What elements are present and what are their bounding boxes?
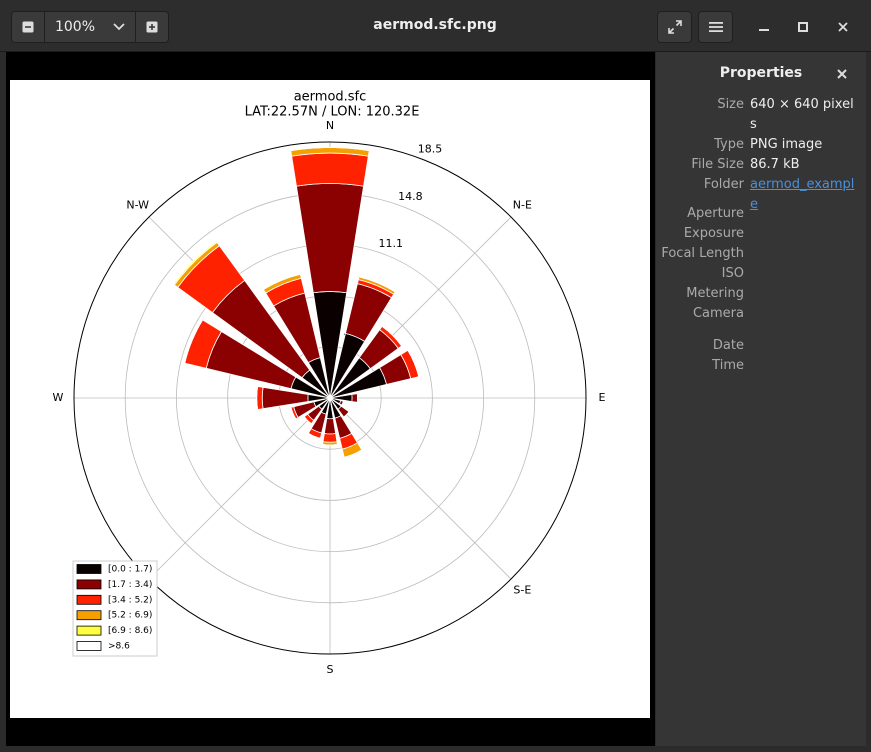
property-label: Size xyxy=(656,95,750,135)
property-label: Metering xyxy=(656,284,750,304)
wedge xyxy=(324,419,335,434)
minimize-button[interactable] xyxy=(751,14,777,40)
r-tick-label: 11.1 xyxy=(379,237,404,250)
header-bar: 100% aermod.sfc.png xyxy=(0,0,871,52)
chart-subtitle: LAT:22.57N / LON: 120.32E xyxy=(245,105,420,120)
zoom-out-button[interactable] xyxy=(11,11,45,43)
property-value-cell: 86.7 kB xyxy=(750,155,860,175)
property-row: Camera xyxy=(656,304,866,324)
legend-label: [3.4 : 5.2) xyxy=(108,595,152,605)
legend-label: [1.7 : 3.4) xyxy=(108,580,152,590)
close-icon xyxy=(838,22,848,32)
windrose-chart: aermod.sfc LAT:22.57N / LON: 120.32E 3.7… xyxy=(10,80,650,718)
legend-swatch xyxy=(77,595,101,604)
property-row: Metering xyxy=(656,284,866,304)
wedge xyxy=(292,153,369,186)
legend-swatch xyxy=(77,565,101,574)
panel-close-icon[interactable] xyxy=(837,69,847,79)
property-row: ISO xyxy=(656,264,866,284)
property-value: 640 × 640 pixels xyxy=(750,97,854,132)
direction-label: N-W xyxy=(126,199,149,212)
direction-label: S-E xyxy=(513,583,531,596)
legend-label: >8.6 xyxy=(108,642,130,652)
close-button[interactable] xyxy=(830,14,856,40)
chevron-icon xyxy=(113,23,125,31)
property-group: ApertureExposureFocal LengthISOMeteringC… xyxy=(656,204,866,324)
wedge xyxy=(352,394,358,403)
maximize-button[interactable] xyxy=(790,14,816,40)
property-label: Date xyxy=(656,336,750,356)
zoom-in-icon xyxy=(146,21,158,33)
property-row: Focal Length xyxy=(656,244,866,264)
wedge xyxy=(323,434,337,443)
legend-swatch xyxy=(77,642,101,651)
property-group: Size640 × 640 pixelsTypePNG imageFile Si… xyxy=(656,95,866,215)
property-row: Time xyxy=(656,356,866,376)
legend-swatch xyxy=(77,580,101,589)
window-title: aermod.sfc.png xyxy=(300,17,570,33)
legend-swatch xyxy=(77,611,101,620)
property-group: DateTime xyxy=(656,336,866,376)
menu-button[interactable] xyxy=(698,11,733,43)
legend-label: [6.9 : 8.6) xyxy=(108,626,152,636)
property-row: File Size86.7 kB xyxy=(656,155,866,175)
property-value: 86.7 kB xyxy=(750,157,800,172)
property-row: Date xyxy=(656,336,866,356)
property-label: Exposure xyxy=(656,224,750,244)
direction-label: S xyxy=(327,663,334,676)
legend-label: [0.0 : 1.7) xyxy=(108,565,152,575)
wedge xyxy=(257,387,263,410)
maximize-icon xyxy=(798,22,808,32)
legend-swatch xyxy=(77,626,101,635)
image-viewer: aermod.sfc LAT:22.57N / LON: 120.32E 3.7… xyxy=(6,52,655,746)
property-row: Aperture xyxy=(656,204,866,224)
zoom-level: 100% xyxy=(55,19,95,35)
property-value-cell: PNG image xyxy=(750,135,860,155)
minimize-icon xyxy=(759,22,769,32)
fullscreen-button[interactable] xyxy=(657,11,692,43)
property-row: TypePNG image xyxy=(656,135,866,155)
property-label: Type xyxy=(656,135,750,155)
menu-icon xyxy=(709,21,723,33)
property-label: File Size xyxy=(656,155,750,175)
direction-label: E xyxy=(599,391,606,404)
property-label: Time xyxy=(656,356,750,376)
property-label: Aperture xyxy=(656,204,750,224)
property-label: ISO xyxy=(656,264,750,284)
property-row: Size640 × 640 pixels xyxy=(656,95,866,135)
property-value-cell: 640 × 640 pixels xyxy=(750,95,860,135)
zoom-in-button[interactable] xyxy=(135,11,169,43)
panel-title: Properties xyxy=(656,65,866,81)
properties-panel: Properties Size640 × 640 pixelsTypePNG i… xyxy=(656,52,866,746)
r-tick-label: 14.8 xyxy=(398,190,423,203)
fullscreen-icon xyxy=(668,20,682,34)
property-row: Exposure xyxy=(656,224,866,244)
chart-title: aermod.sfc xyxy=(294,90,367,105)
property-value: PNG image xyxy=(750,137,822,152)
direction-label: N xyxy=(326,119,334,132)
direction-label: N-E xyxy=(513,199,532,212)
direction-label: W xyxy=(53,391,64,404)
r-tick-label: 18.5 xyxy=(418,142,443,155)
property-label: Focal Length xyxy=(656,244,750,264)
zoom-dropdown[interactable]: 100% xyxy=(44,11,136,43)
property-label: Camera xyxy=(656,304,750,324)
legend-label: [5.2 : 6.9) xyxy=(108,611,152,621)
zoom-out-icon xyxy=(22,21,34,33)
